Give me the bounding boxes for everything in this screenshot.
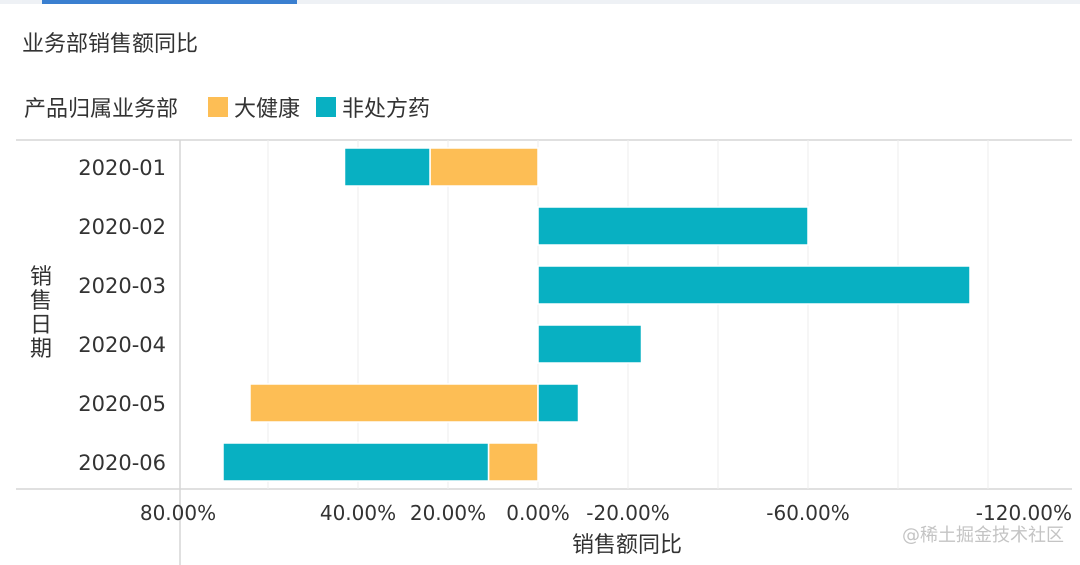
x-tick-label: 40.00% bbox=[320, 501, 396, 525]
legend-item-otc[interactable]: 非处方药 bbox=[316, 91, 430, 123]
x-tick-label: -60.00% bbox=[766, 501, 849, 525]
x-tick-label: -120.00% bbox=[976, 501, 1072, 525]
bar-2020-06-series-1 bbox=[222, 442, 490, 482]
watermark: @稀土掘金技术社区 bbox=[902, 525, 1064, 546]
x-tick-label: 80.00% bbox=[140, 501, 216, 525]
legend-label-health: 大健康 bbox=[234, 97, 301, 122]
legend-title: 产品归属业务部 bbox=[24, 97, 179, 122]
legend: 产品归属业务部 大健康 非处方药 bbox=[24, 90, 446, 124]
legend-swatch-otc bbox=[316, 97, 337, 117]
y-tick-label: 2020-01 bbox=[78, 156, 166, 180]
bar-2020-01-series-1 bbox=[343, 147, 431, 187]
y-tick-label: 2020-03 bbox=[78, 274, 166, 298]
legend-swatch-health bbox=[208, 97, 229, 117]
bar-2020-05-series-1 bbox=[537, 383, 580, 423]
active-tab-indicator[interactable] bbox=[42, 0, 297, 4]
bar-2020-04-series-1 bbox=[537, 324, 643, 364]
bar-2020-05-series-0 bbox=[249, 383, 539, 423]
bar-2020-06-series-0 bbox=[487, 442, 539, 482]
bar-2020-02-series-1 bbox=[537, 206, 809, 246]
y-tick-label: 2020-06 bbox=[78, 451, 166, 475]
bar-2020-03-series-1 bbox=[537, 265, 971, 305]
y-tick-label: 2020-04 bbox=[78, 333, 166, 357]
y-axis-title: 销售日期 bbox=[30, 265, 52, 362]
y-tick-label: 2020-05 bbox=[78, 392, 166, 416]
legend-label-otc: 非处方药 bbox=[342, 97, 431, 122]
y-tick-label: 2020-02 bbox=[78, 215, 166, 239]
x-tick-label: 20.00% bbox=[410, 501, 486, 525]
legend-item-health[interactable]: 大健康 bbox=[208, 91, 300, 123]
x-tick-label: 0.00% bbox=[506, 501, 570, 525]
top-tab-strip bbox=[0, 0, 1080, 4]
chart-title: 业务部销售额同比 bbox=[22, 32, 199, 57]
x-axis-title: 销售额同比 bbox=[572, 533, 682, 558]
x-tick-label: -20.00% bbox=[586, 501, 669, 525]
bar-2020-01-series-0 bbox=[429, 147, 539, 187]
